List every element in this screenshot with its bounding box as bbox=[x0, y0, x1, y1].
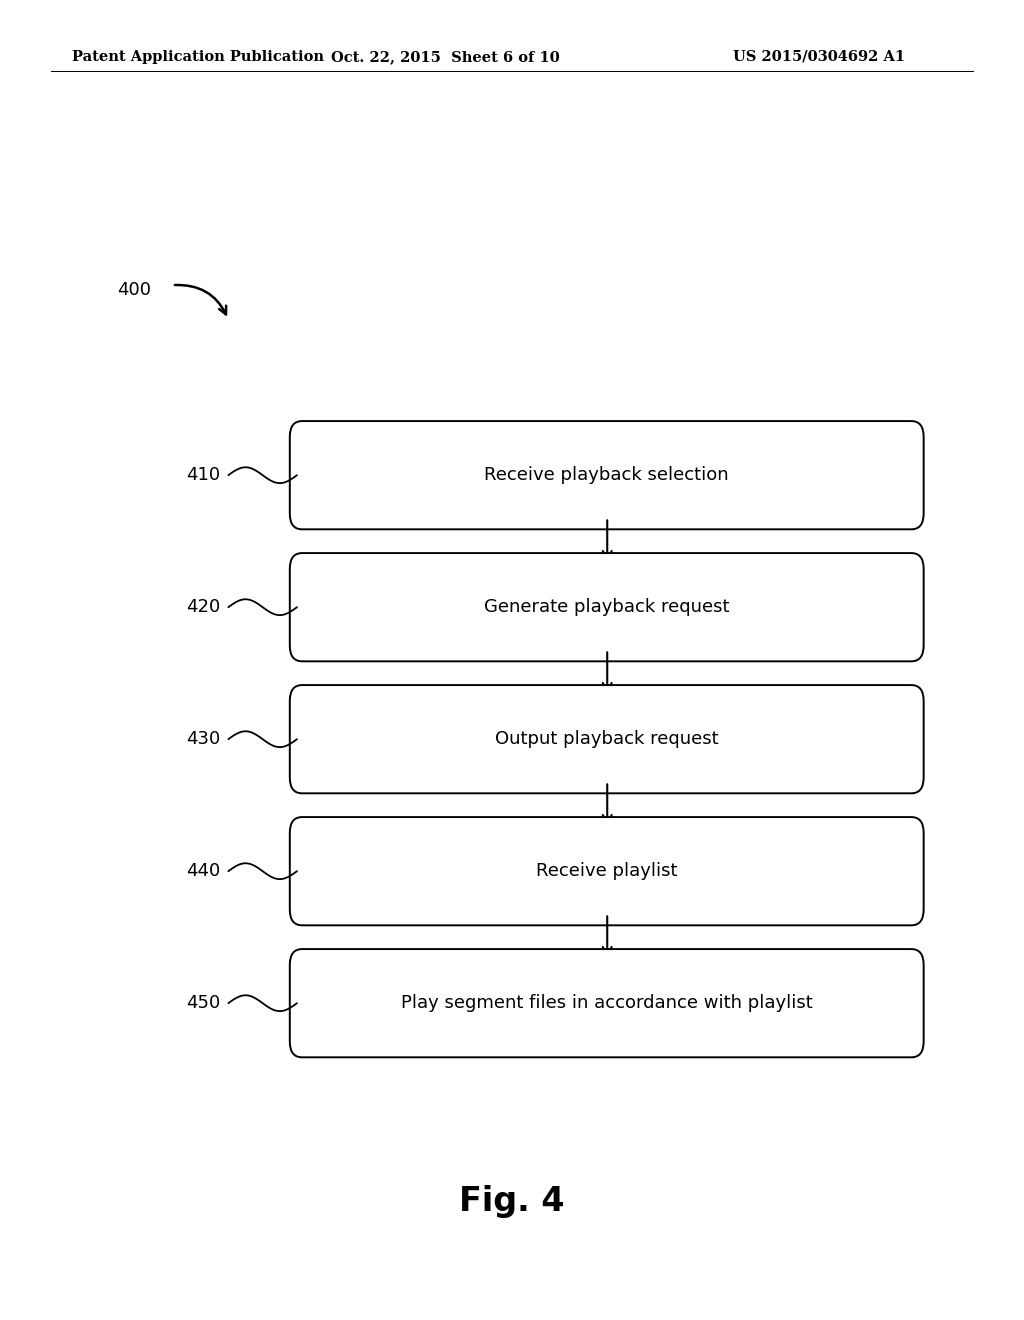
Text: Play segment files in accordance with playlist: Play segment files in accordance with pl… bbox=[400, 994, 813, 1012]
FancyBboxPatch shape bbox=[290, 817, 924, 925]
Text: 450: 450 bbox=[186, 994, 220, 1012]
Text: 420: 420 bbox=[186, 598, 220, 616]
Text: Patent Application Publication: Patent Application Publication bbox=[72, 50, 324, 63]
FancyBboxPatch shape bbox=[290, 553, 924, 661]
Text: Receive playback selection: Receive playback selection bbox=[484, 466, 729, 484]
Text: Receive playlist: Receive playlist bbox=[536, 862, 678, 880]
Text: US 2015/0304692 A1: US 2015/0304692 A1 bbox=[733, 50, 905, 63]
FancyBboxPatch shape bbox=[290, 685, 924, 793]
Text: 400: 400 bbox=[118, 281, 152, 300]
Text: Oct. 22, 2015  Sheet 6 of 10: Oct. 22, 2015 Sheet 6 of 10 bbox=[331, 50, 560, 63]
Text: 440: 440 bbox=[186, 862, 220, 880]
Text: 430: 430 bbox=[186, 730, 220, 748]
Text: Generate playback request: Generate playback request bbox=[484, 598, 729, 616]
FancyBboxPatch shape bbox=[290, 949, 924, 1057]
FancyBboxPatch shape bbox=[290, 421, 924, 529]
Text: Output playback request: Output playback request bbox=[495, 730, 719, 748]
Text: 410: 410 bbox=[186, 466, 220, 484]
Text: Fig. 4: Fig. 4 bbox=[459, 1185, 565, 1217]
